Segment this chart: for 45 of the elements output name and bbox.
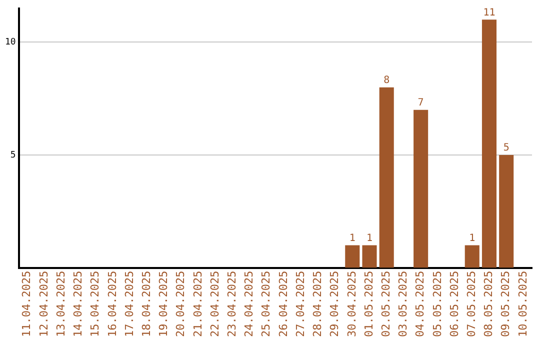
x-tick-label: 05.05.2025 [430, 270, 444, 338]
x-tick-label: 21.04.2025 [191, 270, 204, 338]
x-tick-label: 26.04.2025 [276, 270, 290, 338]
bar [379, 87, 394, 268]
bar [414, 110, 428, 268]
x-tick-label: 09.05.2025 [499, 270, 512, 338]
x-tick-label: 25.04.2025 [260, 270, 273, 338]
y-tick-label: 10 [4, 38, 16, 48]
x-tick-label: 27.04.2025 [294, 270, 307, 338]
x-tick-label: 23.04.2025 [226, 270, 239, 338]
x-tick-label: 07.05.2025 [464, 270, 478, 338]
x-tick-label: 04.05.2025 [414, 270, 427, 338]
bar [464, 245, 480, 268]
x-tick-label: 17.04.2025 [122, 270, 136, 338]
bar [362, 245, 377, 268]
x-tick-label: 12.04.2025 [37, 270, 50, 338]
x-tick-label: 06.05.2025 [448, 270, 461, 338]
x-tick-label: 30.04.2025 [345, 270, 358, 338]
data-label: 1 [366, 232, 373, 244]
x-tick-label: 16.04.2025 [106, 270, 119, 338]
x-tick-label: 20.04.2025 [174, 270, 188, 338]
data-label: 1 [349, 232, 356, 244]
data-label: 1 [469, 232, 476, 244]
x-tick-label: 10.05.2025 [516, 270, 530, 338]
data-label: 7 [418, 97, 424, 108]
x-tick-label: 22.04.2025 [208, 270, 222, 338]
data-label: 8 [384, 74, 390, 86]
x-tick-label: 24.04.2025 [242, 270, 256, 338]
bar [499, 155, 514, 268]
x-tick-label: 03.05.2025 [396, 270, 410, 338]
x-tick-label: 14.04.2025 [72, 270, 85, 338]
bar [345, 245, 360, 268]
x-tick-label: 01.05.2025 [362, 270, 376, 338]
data-label: 5 [503, 142, 510, 154]
bar [482, 20, 497, 268]
x-tick-label: 02.05.2025 [379, 270, 392, 338]
x-tick-label: 29.04.2025 [328, 270, 342, 338]
data-label: 11 [483, 7, 496, 18]
x-tick-label: 18.04.2025 [140, 270, 153, 338]
x-tick-label: 08.05.2025 [482, 270, 496, 338]
x-tick-label: 13.04.2025 [54, 270, 68, 338]
x-tick-label: 11.04.2025 [20, 270, 34, 338]
x-tick-label: 28.04.2025 [311, 270, 324, 338]
x-tick-label: 19.04.2025 [157, 270, 170, 338]
x-tick-label: 15.04.2025 [88, 270, 102, 338]
